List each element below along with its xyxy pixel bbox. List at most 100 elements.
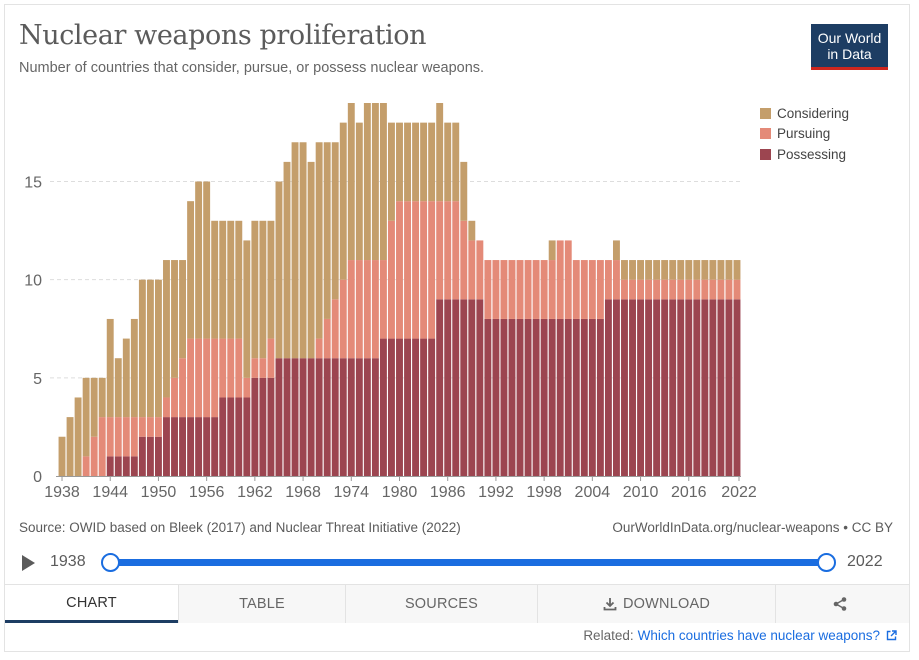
bar-considering-1978[interactable] (380, 103, 387, 260)
bar-pursuing-1973[interactable] (340, 280, 347, 359)
bar-pursuing-2008[interactable] (621, 280, 628, 300)
bar-possessing-1981[interactable] (404, 339, 411, 476)
legend-item-possessing[interactable]: Possessing (760, 144, 849, 165)
bar-possessing-1951[interactable] (163, 417, 170, 476)
bar-considering-1954[interactable] (187, 201, 194, 338)
bar-pursuing-1958[interactable] (219, 339, 226, 398)
bar-considering-2009[interactable] (629, 260, 636, 280)
bar-possessing-1949[interactable] (147, 437, 154, 476)
bar-pursuing-1982[interactable] (412, 201, 419, 338)
bar-considering-1950[interactable] (155, 280, 162, 417)
bar-possessing-2013[interactable] (661, 299, 668, 476)
bar-possessing-2009[interactable] (629, 299, 636, 476)
bar-pursuing-1986[interactable] (444, 201, 451, 299)
bar-possessing-1964[interactable] (267, 378, 274, 476)
bar-pursuing-1954[interactable] (187, 339, 194, 418)
bar-possessing-1989[interactable] (468, 299, 475, 476)
bar-possessing-1952[interactable] (171, 417, 178, 476)
bar-pursuing-1964[interactable] (267, 339, 274, 378)
bar-pursuing-1998[interactable] (541, 260, 548, 319)
bar-pursuing-1951[interactable] (163, 397, 170, 417)
bar-possessing-1986[interactable] (444, 299, 451, 476)
bar-pursuing-1980[interactable] (396, 201, 403, 338)
bar-pursuing-1997[interactable] (533, 260, 540, 319)
bar-considering-1981[interactable] (404, 123, 411, 202)
bar-possessing-2011[interactable] (645, 299, 652, 476)
bar-possessing-1990[interactable] (476, 299, 483, 476)
bar-pursuing-1992[interactable] (492, 260, 499, 319)
bar-possessing-2001[interactable] (565, 319, 572, 476)
bar-possessing-1996[interactable] (525, 319, 532, 476)
bar-pursuing-1970[interactable] (316, 339, 323, 359)
bar-possessing-1967[interactable] (292, 358, 299, 476)
bar-pursuing-1991[interactable] (484, 260, 491, 319)
bar-considering-1971[interactable] (324, 142, 331, 319)
bar-possessing-1974[interactable] (348, 358, 355, 476)
bar-possessing-1976[interactable] (364, 358, 371, 476)
timeline-track[interactable] (111, 559, 827, 566)
bar-possessing-1997[interactable] (533, 319, 540, 476)
bar-possessing-1960[interactable] (235, 397, 242, 476)
bar-possessing-1953[interactable] (179, 417, 186, 476)
bar-possessing-1957[interactable] (211, 417, 218, 476)
bar-considering-1949[interactable] (147, 280, 154, 417)
bar-pursuing-2021[interactable] (725, 280, 732, 300)
bar-considering-1959[interactable] (227, 221, 234, 339)
bar-possessing-1958[interactable] (219, 397, 226, 476)
bar-possessing-2014[interactable] (669, 299, 676, 476)
bar-considering-1987[interactable] (452, 123, 459, 202)
bar-considering-1972[interactable] (332, 142, 339, 299)
bar-possessing-2006[interactable] (605, 299, 612, 476)
bar-considering-1970[interactable] (316, 142, 323, 338)
bar-considering-2013[interactable] (661, 260, 668, 280)
timeline-end-handle[interactable] (817, 553, 836, 572)
bar-possessing-1994[interactable] (509, 319, 516, 476)
bar-possessing-1985[interactable] (436, 299, 443, 476)
bar-pursuing-1957[interactable] (211, 339, 218, 418)
bar-pursuing-1981[interactable] (404, 201, 411, 338)
bar-pursuing-1979[interactable] (388, 221, 395, 339)
bar-considering-2011[interactable] (645, 260, 652, 280)
bar-pursuing-1941[interactable] (83, 456, 90, 476)
bar-considering-2016[interactable] (685, 260, 692, 280)
bar-considering-1983[interactable] (420, 123, 427, 202)
timeline-start-handle[interactable] (101, 553, 120, 572)
bar-considering-2010[interactable] (637, 260, 644, 280)
bar-pursuing-1952[interactable] (171, 378, 178, 417)
bar-possessing-1993[interactable] (501, 319, 508, 476)
bar-considering-2020[interactable] (717, 260, 724, 280)
bar-considering-1969[interactable] (308, 162, 315, 358)
bar-possessing-1988[interactable] (460, 299, 467, 476)
bar-possessing-2022[interactable] (734, 299, 741, 476)
bar-possessing-1969[interactable] (308, 358, 315, 476)
bar-considering-2007[interactable] (613, 240, 620, 260)
bar-considering-1945[interactable] (115, 358, 122, 417)
bar-pursuing-1943[interactable] (99, 417, 106, 476)
bar-possessing-1980[interactable] (396, 339, 403, 476)
bar-pursuing-1984[interactable] (428, 201, 435, 338)
bar-possessing-1975[interactable] (356, 358, 363, 476)
bar-possessing-2021[interactable] (725, 299, 732, 476)
bar-pursuing-1975[interactable] (356, 260, 363, 358)
bar-possessing-1979[interactable] (388, 339, 395, 476)
bar-considering-1948[interactable] (139, 280, 146, 417)
bar-pursuing-2010[interactable] (637, 280, 644, 300)
bar-pursuing-2005[interactable] (597, 260, 604, 319)
bar-considering-1999[interactable] (549, 240, 556, 260)
bar-pursuing-1995[interactable] (517, 260, 524, 319)
bar-pursuing-2003[interactable] (581, 260, 588, 319)
bar-possessing-1982[interactable] (412, 339, 419, 476)
bar-pursuing-2016[interactable] (685, 280, 692, 300)
bar-possessing-1998[interactable] (541, 319, 548, 476)
bar-considering-1953[interactable] (179, 260, 186, 358)
bar-considering-1947[interactable] (131, 319, 138, 417)
bar-pursuing-2015[interactable] (677, 280, 684, 300)
bar-pursuing-1993[interactable] (501, 260, 508, 319)
bar-pursuing-2000[interactable] (557, 240, 564, 319)
bar-pursuing-2017[interactable] (693, 280, 700, 300)
bar-pursuing-1974[interactable] (348, 260, 355, 358)
bar-possessing-1950[interactable] (155, 437, 162, 476)
bar-possessing-1946[interactable] (123, 456, 130, 476)
bar-considering-1984[interactable] (428, 123, 435, 202)
bar-pursuing-1946[interactable] (123, 417, 130, 456)
